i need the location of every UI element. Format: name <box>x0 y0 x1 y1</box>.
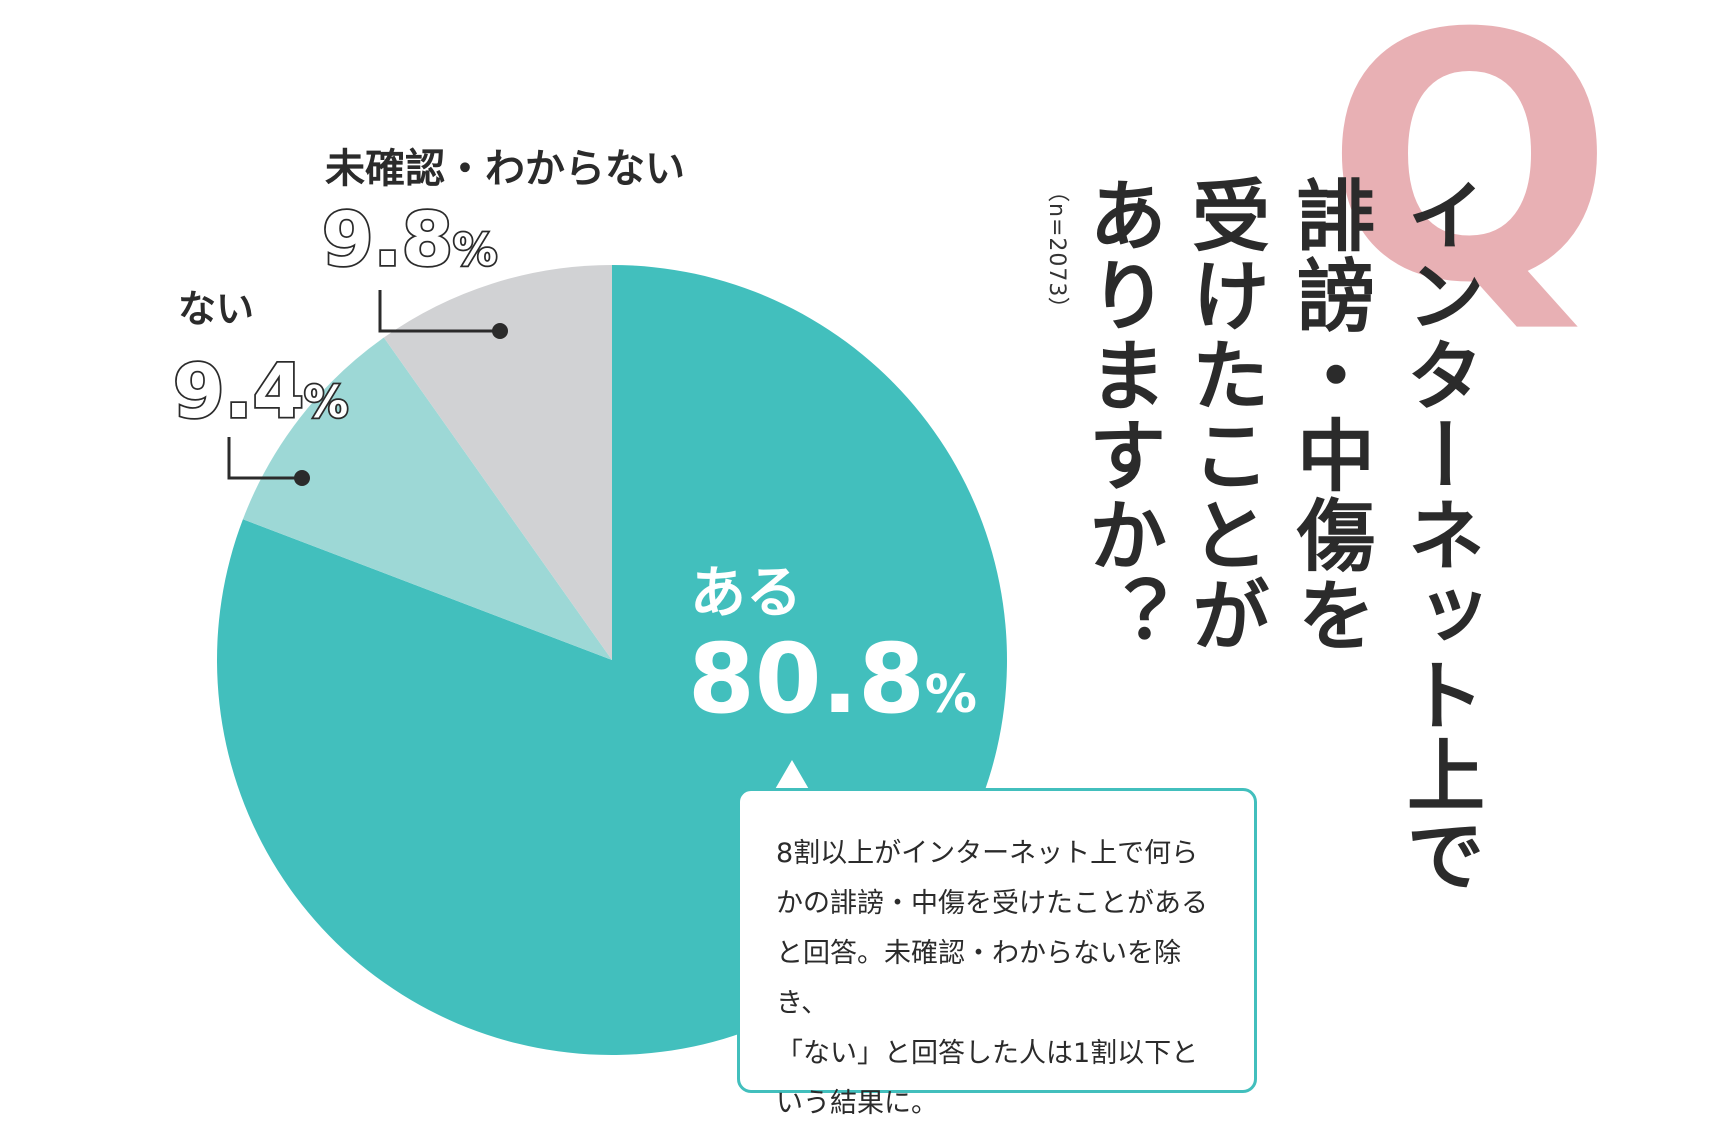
callout-line-4: 「ない」と回答した人は1割以下と <box>776 1038 1199 1069</box>
callout-line-3: と回答。未確認・わからないを除き、 <box>776 938 1181 1019</box>
question-line-4: ありますか？ <box>1076 175 1166 655</box>
label-mikakunin: 未確認・わからない <box>325 146 685 192</box>
label-aru: ある <box>690 561 802 626</box>
leader-line-nai-dot <box>294 470 310 486</box>
callout-line-5: いう結果に。 <box>776 1088 938 1119</box>
label-nai: ない <box>178 287 254 331</box>
question-mark-q: Q <box>1325 0 1615 358</box>
value-mikakunin: 9.8% <box>322 197 497 283</box>
value-aru: 80.8% <box>688 623 977 735</box>
leader-line-nai <box>227 437 302 480</box>
leader-line-mikakunin-dot <box>492 323 508 339</box>
callout-line-2: かの誹謗・中傷を受けたことがある <box>776 888 1208 919</box>
sample-size: （n=2073） <box>1044 180 1069 321</box>
leader-line-mikakunin <box>378 290 500 333</box>
callout-box: 8割以上がインターネット上で何ら かの誹謗・中傷を受けたことがある と回答。未確… <box>737 788 1257 1119</box>
leader-lines <box>227 290 508 486</box>
callout-tail-fill <box>774 760 810 791</box>
value-nai: 9.4% <box>173 349 348 435</box>
pie-slice-2 <box>242 337 612 660</box>
question-line-1: インターネット上で <box>1394 175 1484 895</box>
question-line-3: 受けたことが <box>1179 175 1269 655</box>
question-line-2: 誹謗・中傷を <box>1284 175 1374 655</box>
pie-slice-3 <box>383 265 612 660</box>
callout-line-1: 8割以上がインターネット上で何ら <box>776 838 1199 869</box>
